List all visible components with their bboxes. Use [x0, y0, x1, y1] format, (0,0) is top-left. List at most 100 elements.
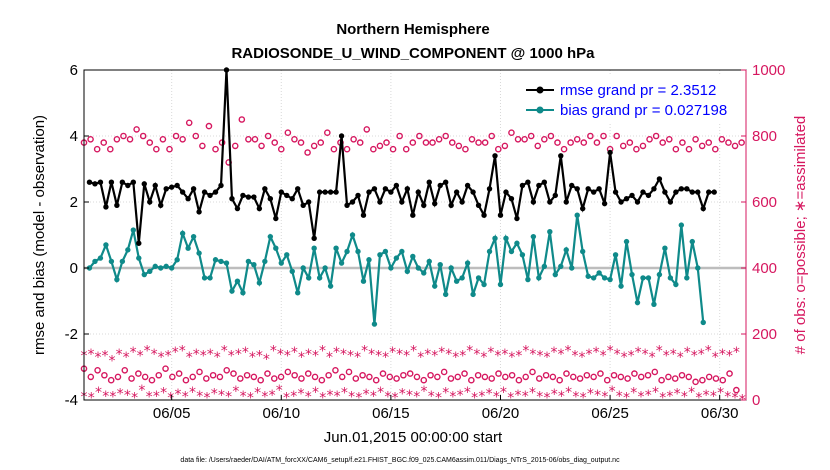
assimilated_low-point: *: [565, 385, 572, 401]
possible_low-point: [114, 373, 122, 381]
assimilated_low-point: *: [146, 390, 153, 406]
rmse-point: [464, 182, 471, 189]
possible-point: [238, 116, 246, 123]
possible_low-point: [617, 373, 625, 381]
assimilated-point: *: [670, 347, 677, 363]
assimilated_low-point: *: [392, 390, 399, 406]
rmse-point: [574, 186, 580, 192]
assimilated_low-point: *: [717, 386, 724, 402]
assimilated-point: *: [375, 348, 382, 364]
assimilated-point: *: [565, 344, 572, 360]
assimilated-point: *: [144, 344, 151, 360]
assimilated-point: *: [649, 350, 656, 366]
rmse-point: [168, 184, 175, 190]
possible_low-point: [169, 373, 176, 381]
assimilated-point: *: [621, 350, 628, 366]
rmse-point: [240, 192, 246, 199]
rmse-point: [497, 212, 504, 218]
possible-point: [113, 135, 121, 143]
possible_low-point: [461, 370, 468, 377]
assimilated_low-point: *: [507, 390, 514, 406]
bias-point: [601, 275, 608, 281]
assimilated_low-point: *: [298, 386, 305, 402]
rmse-point: [453, 189, 460, 195]
bias-point: [92, 258, 98, 265]
assimilated-point: *: [600, 348, 607, 364]
possible-point: [192, 132, 200, 140]
assimilated_low-point: *: [428, 389, 435, 405]
bias-point: [163, 263, 169, 270]
possible-point: [633, 145, 640, 153]
possible-point: [179, 135, 186, 143]
rmse-point: [475, 202, 482, 208]
rmse-point: [92, 181, 98, 187]
possible-point: [363, 126, 371, 133]
assimilated-point: *: [403, 348, 410, 364]
assimilated_low-point: *: [326, 388, 333, 404]
possible_low-point: [107, 376, 115, 384]
assimilated-point: *: [508, 350, 515, 366]
possible_low-point: [101, 371, 108, 379]
bias-point: [284, 252, 290, 258]
assimilated-point: *: [214, 350, 221, 366]
possible-point: [587, 132, 594, 140]
possible_low-point: [216, 373, 224, 381]
bias-point: [234, 278, 241, 284]
possible-point: [416, 132, 423, 140]
rmse-point: [645, 192, 652, 199]
possible_low-point: [175, 370, 183, 377]
bias-point: [464, 260, 471, 266]
rmse-point: [300, 202, 306, 208]
possible_low-point: [189, 373, 197, 381]
assimilated-point: *: [382, 350, 389, 366]
rmse-point: [706, 189, 712, 195]
bias-point: [486, 248, 493, 255]
possible-point: [100, 139, 108, 146]
axes-layer: -4 -2 0 2 4 6 0 200 400 600 800 1000 06/05 06/10 06/15…: [65, 62, 786, 422]
bias-point: [426, 258, 432, 265]
possible-point: [738, 139, 745, 146]
bias-point: [168, 265, 175, 271]
x-tick-label: 06/10: [263, 405, 301, 422]
bias-point: [453, 278, 460, 284]
possible_low-point: [529, 368, 536, 376]
possible-point: [324, 129, 331, 136]
assimilated_low-point: *: [435, 390, 442, 406]
possible_low-point: [304, 370, 312, 377]
possible_low-point: [440, 368, 448, 376]
rmse-point: [442, 179, 449, 185]
assimilated-point: *: [396, 347, 403, 363]
legend-bias-label: bias grand pr = 0.027198: [560, 102, 727, 119]
possible_low-point: [209, 371, 217, 379]
y-tick-label: -4: [65, 392, 78, 409]
assimilated-point: *: [473, 347, 480, 363]
possible_low-point: [277, 373, 285, 381]
possible_low-point: [284, 368, 292, 376]
y-tick-label: 0: [70, 260, 78, 277]
possible-point: [481, 139, 489, 146]
bias-point: [645, 275, 652, 281]
rmse-point: [355, 192, 361, 199]
assimilated-point: *: [712, 350, 719, 366]
y-tick-label: 2: [70, 194, 78, 211]
possible_low-point: [87, 373, 95, 381]
possible_low-point: [678, 371, 686, 379]
possible-point: [185, 119, 193, 127]
assimilated_low-point: *: [131, 390, 138, 406]
possible_low-point: [468, 376, 475, 384]
assimilated-point: *: [614, 347, 621, 363]
possible-point: [429, 139, 436, 146]
bias-point: [667, 275, 674, 281]
possible_low-point: [515, 376, 523, 384]
possible_low-point: [121, 366, 129, 374]
possible_low-point: [610, 371, 618, 379]
assimilated_low-point: *: [486, 386, 493, 402]
rmse-point: [547, 199, 553, 205]
possible_low-point: [325, 371, 332, 379]
possible_low-point: [203, 375, 210, 382]
assimilated-point: *: [340, 347, 347, 363]
bias-point: [629, 271, 635, 278]
possible-point: [133, 126, 140, 133]
assimilated_low-point: *: [261, 390, 268, 406]
possible_low-point: [502, 373, 509, 381]
